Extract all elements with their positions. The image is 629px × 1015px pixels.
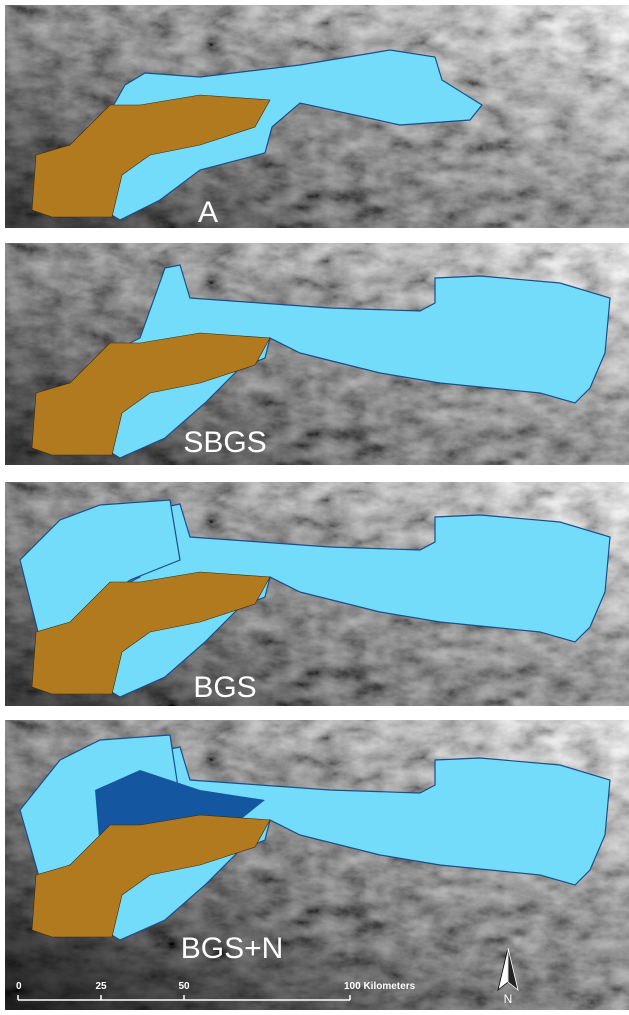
scale-label: 100 Kilometers xyxy=(344,981,416,992)
scale-label: 0 xyxy=(16,981,22,992)
panel-label: SBGS xyxy=(183,426,266,459)
panel-label: BGS+N xyxy=(181,932,284,965)
scale-label: 25 xyxy=(95,981,107,992)
scale-label: 50 xyxy=(178,981,190,992)
figure: A SBGS BGS BGS+N 0 25 50 100 Kilometers N xyxy=(0,0,629,1015)
panel-bgs-n xyxy=(5,720,629,1010)
panel-label: A xyxy=(198,196,218,229)
panel-label: BGS xyxy=(193,671,256,704)
north-label: N xyxy=(504,992,513,1006)
